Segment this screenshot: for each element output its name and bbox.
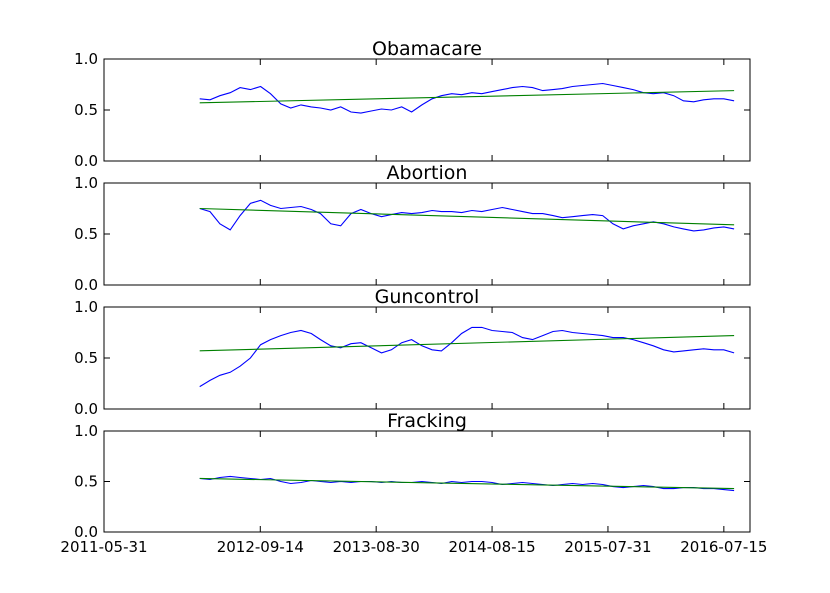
guncontrol-y-tick-label: 0.0 <box>74 400 98 418</box>
fracking-trend-line <box>199 477 735 490</box>
subplot-fracking: 0.0 0.5 1.0 Fracking <box>74 410 751 541</box>
fracking-series-line <box>199 475 735 492</box>
x-tick-label: 2015-07-31 <box>564 538 651 556</box>
obamacare-y-tick-label: 0.0 <box>74 152 98 170</box>
abortion-y-tick-label: 0.0 <box>74 276 98 294</box>
fracking-y-tick-label: 1.0 <box>74 422 98 440</box>
abortion-title: Abortion <box>387 162 468 184</box>
obamacare-title: Obamacare <box>372 38 482 60</box>
obamacare-y-tick-label: 0.5 <box>74 101 98 119</box>
guncontrol-axes-frame <box>103 306 751 410</box>
guncontrol-series-line <box>199 326 735 388</box>
abortion-trend-line <box>199 207 735 226</box>
abortion-y-tick-label: 1.0 <box>74 174 98 192</box>
guncontrol-y-tick-label: 0.5 <box>74 349 98 367</box>
obamacare-y-tick-label: 1.0 <box>74 50 98 68</box>
obamacare-trend-line <box>199 90 735 104</box>
abortion-axes-frame <box>103 182 751 286</box>
subplot-abortion: 0.0 0.5 1.0 Abortion <box>74 162 751 294</box>
x-tick-label: 2013-08-30 <box>333 538 420 556</box>
fracking-y-tick-label: 0.5 <box>74 473 98 491</box>
fracking-y-tick-label: 0.0 <box>74 523 98 541</box>
obamacare-series-line <box>199 82 735 114</box>
abortion-series-line <box>199 199 735 232</box>
x-tick-label: 2016-07-15 <box>680 538 767 556</box>
x-tick-label: 2012-09-14 <box>217 538 304 556</box>
fracking-title: Fracking <box>387 410 467 432</box>
guncontrol-y-tick-label: 1.0 <box>74 298 98 316</box>
guncontrol-trend-line <box>199 335 735 352</box>
subplot-guncontrol: 0.0 0.5 1.0 Guncontrol <box>74 286 751 418</box>
x-tick-label: 2011-05-31 <box>60 538 147 556</box>
abortion-y-tick-label: 0.5 <box>74 225 98 243</box>
obamacare-axes-frame <box>103 58 751 162</box>
subplot-obamacare: 0.0 0.5 1.0 Obamacare <box>74 38 751 170</box>
guncontrol-title: Guncontrol <box>375 286 480 308</box>
x-tick-label: 2014-08-15 <box>448 538 535 556</box>
x-axis-tick-labels: 2011-05-31 2012-09-14 2013-08-30 2014-08-15… <box>60 538 767 556</box>
